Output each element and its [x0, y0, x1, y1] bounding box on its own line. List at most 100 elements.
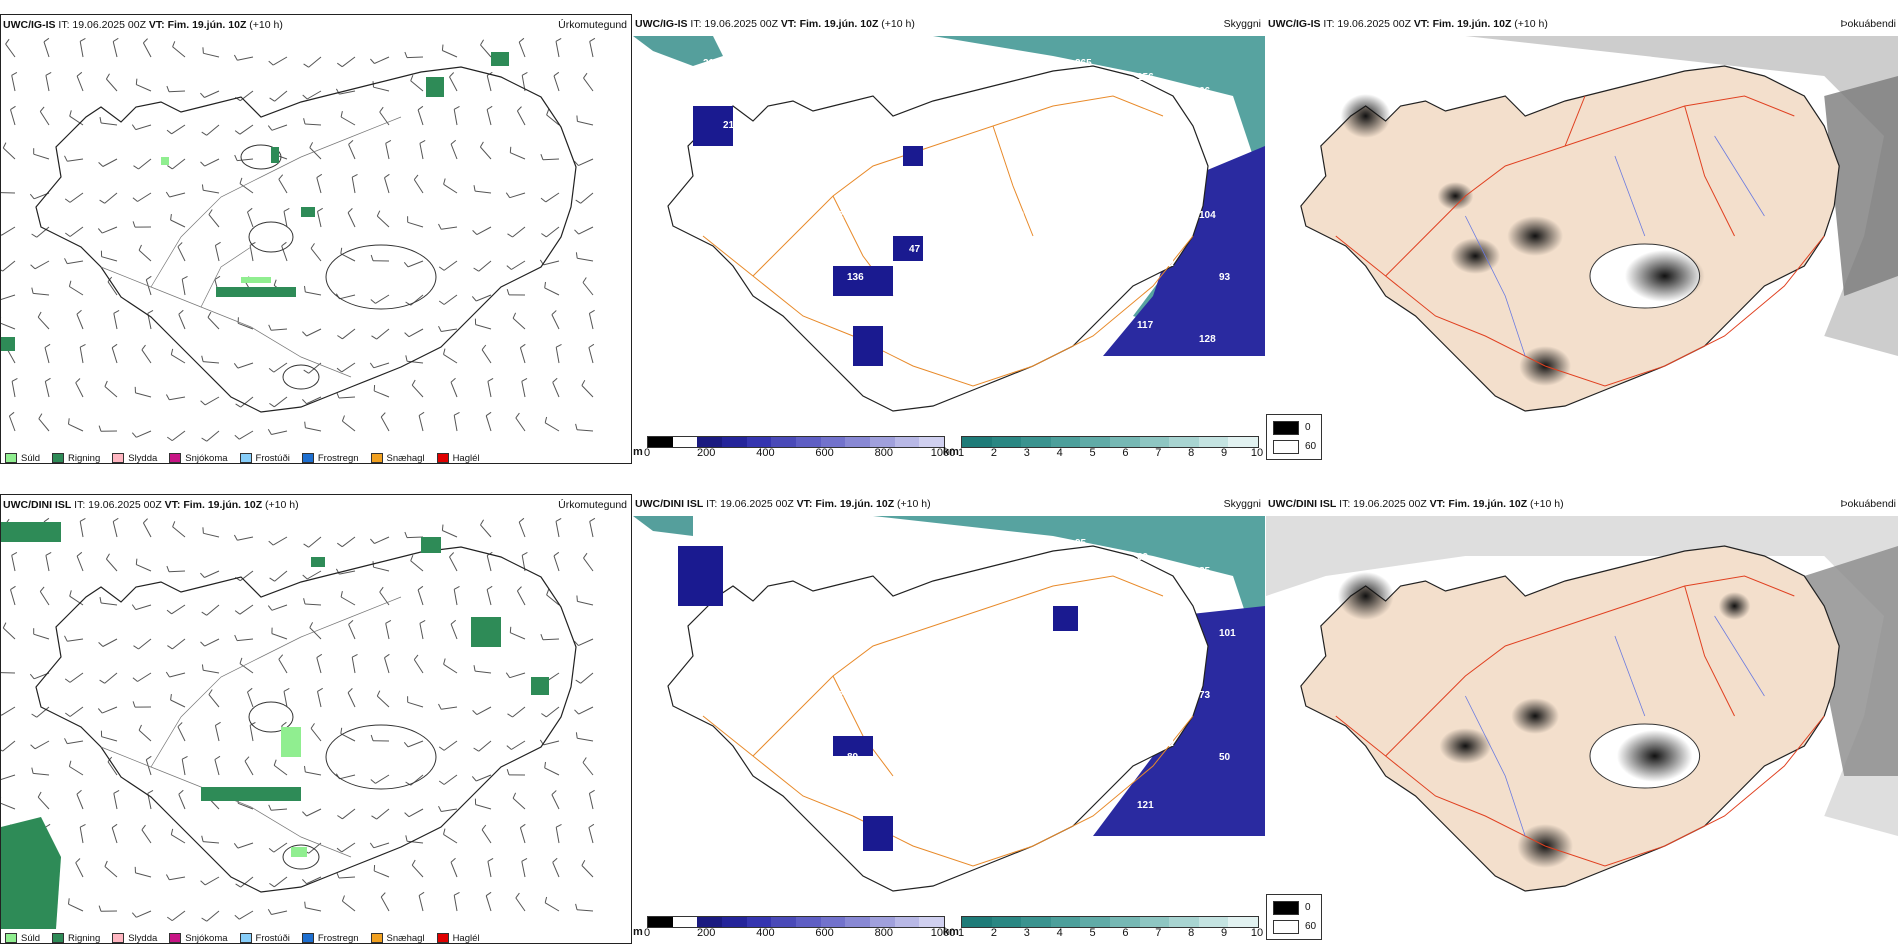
wind-barb: [340, 116, 356, 126]
cloud-base-label: 112: [785, 258, 802, 269]
cloud-base-label: 48: [1013, 566, 1025, 577]
wind-barb: [237, 322, 254, 330]
wind-barb: [6, 348, 16, 364]
wind-barb: [583, 77, 594, 92]
wind-barb-flag: [132, 221, 136, 228]
wind-barb: [208, 694, 220, 708]
legend-label: Súld: [21, 452, 41, 464]
wind-barb-flag: [316, 173, 323, 179]
wind-barb: [141, 349, 152, 364]
wind-barb: [79, 827, 84, 844]
lead-time: (+10 h): [1530, 498, 1564, 510]
wind-barb-flag: [553, 71, 560, 77]
wind-barb: [75, 862, 84, 878]
colorbar-cell: [894, 437, 920, 447]
visibility-ticks: 1 2 3 4 5 6 7 8 9 10: [957, 447, 1263, 461]
wind-barb-flag: [64, 635, 68, 642]
colorbar-cell: [721, 437, 747, 447]
wind-barb: [203, 52, 220, 58]
wind-barb-flag: [273, 759, 277, 766]
wind-barb-flag: [165, 191, 170, 198]
legend-item: Súld: [5, 933, 40, 944]
wind-barb: [485, 895, 492, 912]
wind-barb-flag: [138, 244, 142, 251]
wind-barb-flag: [438, 300, 445, 305]
wind-barb: [417, 589, 424, 606]
colorbar-tick: 400: [756, 447, 775, 459]
wind-barb-flag: [29, 193, 35, 200]
wind-barb-flag: [505, 672, 511, 678]
wind-barb-flag: [30, 744, 36, 750]
wind-barb-flag: [512, 792, 517, 799]
wind-barb-flag: [552, 377, 558, 383]
cloud-base-label: 58: [951, 320, 963, 331]
wind-barb: [347, 212, 356, 228]
cloud-base-label: 55: [951, 552, 963, 563]
cloud-base-label: 179: [951, 676, 968, 687]
legend-item: Slydda: [112, 933, 157, 944]
cloud-base-labels: 296 366 238 88 55 48 95 69 85 87 183 78 112 110 131 217…: [703, 538, 1236, 825]
legend-swatch: [301, 453, 314, 463]
wind-barb: [374, 536, 390, 544]
wind-barb: [171, 910, 186, 922]
wind-barb-flag: [555, 823, 562, 828]
wind-barb: [283, 691, 288, 708]
valid-time: VT: Fim. 19.jún. 10Z: [148, 19, 247, 31]
colorbar-tick: 1: [957, 447, 965, 459]
wind-barb: [546, 226, 560, 238]
wind-barb: [281, 245, 288, 262]
wind-barb-flag: [546, 589, 550, 596]
colorbar-cell: [962, 437, 992, 447]
cloud-base-label: 101: [1219, 628, 1236, 639]
wind-barb: [442, 50, 458, 58]
wind-barb: [106, 78, 118, 92]
wind-barb-flag: [68, 760, 72, 767]
legend-swatch: [5, 453, 17, 463]
wind-barb: [589, 521, 594, 538]
wind-barb: [478, 740, 492, 752]
wind-barb: [142, 42, 152, 58]
wind-barb-flag: [304, 765, 306, 773]
wind-barb-flag: [44, 343, 51, 348]
cloud-base-label: 72: [1095, 120, 1107, 131]
wind-barb-flag: [520, 343, 526, 349]
wind-barb: [487, 861, 492, 878]
wind-barb-flag: [479, 141, 484, 148]
precip-legend: Súld Rigning Slydda Snjókoma Frostúði Frostre…: [5, 451, 480, 465]
wind-barb-flag: [473, 665, 476, 672]
wind-barb-flag: [9, 411, 15, 417]
wind-barb: [79, 347, 84, 364]
lead-time: (+10 h): [881, 18, 915, 30]
wind-barb-flag: [515, 892, 520, 899]
fog-legend-light: [1273, 440, 1299, 454]
variable-name: Úrkomutegund: [558, 499, 627, 511]
wind-barb-flag: [341, 895, 345, 902]
wind-barb: [306, 808, 322, 817]
cloud-base-label: 155: [1095, 724, 1112, 735]
wind-barb-flag: [11, 551, 18, 556]
wind-barb-flag: [551, 310, 557, 315]
wind-barb: [208, 214, 220, 228]
fog-legend-light-label: 60: [1305, 441, 1317, 452]
wind-barb: [512, 317, 526, 330]
wind-barb: [374, 390, 390, 398]
precip-type-panel-row1: UWC/IG-IS IT: 19.06.2025 00Z VT: Fim. 19…: [0, 14, 632, 464]
legend-swatch: [169, 453, 182, 463]
wind-barb: [112, 521, 118, 538]
wind-barb-flag: [512, 312, 517, 319]
legend-swatch: [52, 453, 65, 463]
colorbar-tick: 0: [643, 447, 651, 459]
colorbar-cell: [795, 917, 821, 927]
cloud-base-label: 217: [1095, 600, 1112, 611]
wind-barb-flag: [438, 746, 445, 751]
wind-barb-flag: [486, 105, 493, 110]
wind-barb-flag: [249, 721, 256, 726]
wind-barb: [407, 740, 424, 748]
wind-barb-flag: [575, 903, 578, 910]
wind-barb-flag: [507, 233, 513, 238]
wind-barb: [2, 260, 16, 272]
wind-barb: [204, 570, 220, 578]
wind-barb: [305, 291, 322, 296]
wind-barb: [510, 152, 526, 160]
wind-barb: [305, 907, 322, 912]
